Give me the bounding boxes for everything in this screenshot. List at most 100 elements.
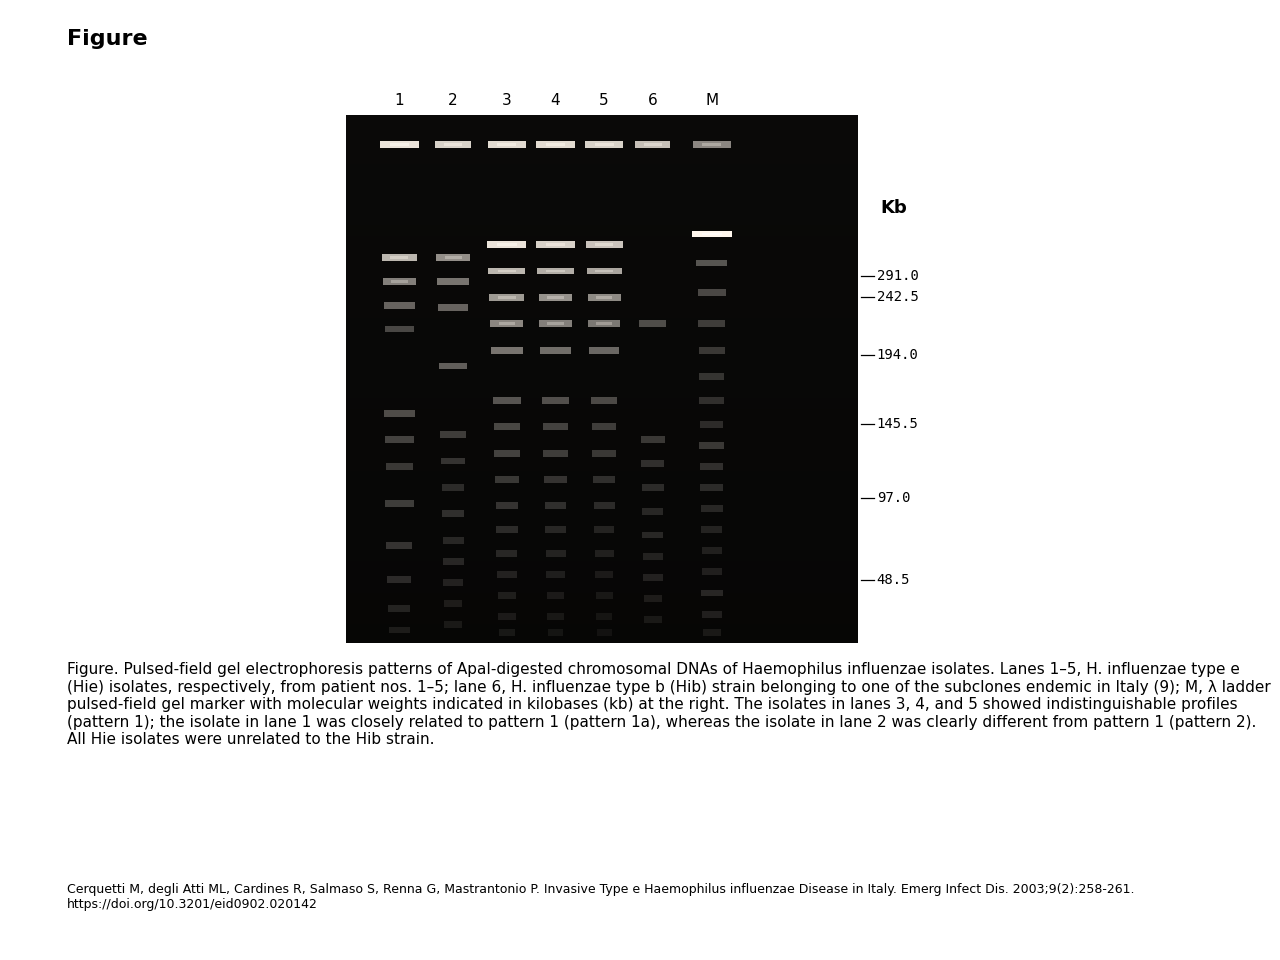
Bar xyxy=(435,141,471,148)
Bar xyxy=(494,423,520,430)
Bar xyxy=(545,526,566,533)
Bar xyxy=(585,141,623,148)
Bar xyxy=(545,502,566,510)
Bar xyxy=(494,449,520,457)
Bar xyxy=(495,476,518,483)
Bar xyxy=(591,396,617,404)
Bar xyxy=(389,606,410,612)
Bar xyxy=(385,437,413,444)
Bar xyxy=(595,571,613,578)
Bar xyxy=(390,143,408,146)
Bar xyxy=(589,321,620,327)
Bar xyxy=(544,476,567,483)
Bar xyxy=(497,526,517,533)
Bar xyxy=(387,542,412,549)
Bar xyxy=(699,347,724,353)
Bar xyxy=(692,141,731,148)
Bar xyxy=(384,301,415,309)
Text: 3: 3 xyxy=(502,92,512,108)
Bar xyxy=(595,550,613,557)
Text: Figure: Figure xyxy=(67,29,147,49)
Bar xyxy=(703,143,721,146)
Bar xyxy=(699,442,724,448)
Bar xyxy=(495,502,518,510)
Bar xyxy=(389,627,410,634)
Bar xyxy=(698,289,726,296)
Bar xyxy=(536,141,575,148)
Bar xyxy=(388,576,411,584)
Bar xyxy=(443,579,463,586)
Bar xyxy=(547,270,564,273)
Bar xyxy=(385,500,413,507)
Bar xyxy=(635,141,671,148)
Bar xyxy=(548,629,563,636)
Bar xyxy=(547,296,564,299)
Bar xyxy=(438,304,468,311)
Bar xyxy=(696,259,727,267)
Text: 1: 1 xyxy=(394,92,404,108)
Bar xyxy=(644,616,662,623)
Bar xyxy=(493,396,521,404)
Bar xyxy=(594,526,614,533)
Bar xyxy=(536,241,575,248)
Bar xyxy=(595,270,613,273)
Bar xyxy=(497,243,517,246)
Bar xyxy=(596,296,612,299)
Bar xyxy=(586,268,622,275)
Bar xyxy=(489,268,525,275)
Bar xyxy=(539,321,572,327)
Bar xyxy=(639,321,667,327)
Bar xyxy=(488,141,526,148)
Bar xyxy=(490,321,524,327)
Bar xyxy=(498,270,516,273)
Bar xyxy=(492,347,522,353)
Bar xyxy=(698,321,726,327)
Bar xyxy=(547,243,564,246)
Bar xyxy=(589,347,620,353)
Bar xyxy=(497,550,517,557)
Bar xyxy=(543,423,568,430)
Bar xyxy=(596,323,612,325)
Bar xyxy=(444,143,462,146)
Bar xyxy=(380,141,419,148)
Bar xyxy=(548,613,563,620)
Bar xyxy=(588,294,621,300)
Bar xyxy=(701,505,722,512)
Text: 145.5: 145.5 xyxy=(877,417,919,431)
Bar xyxy=(390,256,408,259)
Bar xyxy=(444,256,462,259)
Bar xyxy=(438,278,468,285)
Bar xyxy=(643,574,663,581)
Bar xyxy=(540,347,571,353)
Bar xyxy=(595,243,613,246)
Bar xyxy=(700,484,723,491)
Bar xyxy=(384,410,415,417)
Bar xyxy=(700,420,723,427)
Bar xyxy=(498,143,516,146)
Bar xyxy=(443,537,463,543)
Bar xyxy=(489,294,525,300)
Text: 4: 4 xyxy=(550,92,561,108)
Bar xyxy=(643,508,663,515)
Bar xyxy=(700,463,723,469)
Bar xyxy=(385,463,413,469)
Bar xyxy=(442,484,465,491)
Bar xyxy=(593,476,616,483)
Text: Kb: Kb xyxy=(881,199,908,217)
Text: M: M xyxy=(705,92,718,108)
Bar xyxy=(641,460,664,468)
Bar xyxy=(498,592,516,599)
Bar xyxy=(539,294,572,300)
Bar xyxy=(541,396,570,404)
Bar xyxy=(444,621,462,628)
Text: 242.5: 242.5 xyxy=(877,290,919,304)
Bar xyxy=(596,629,612,636)
Text: 97.0: 97.0 xyxy=(877,491,910,505)
Bar xyxy=(383,278,416,285)
Bar xyxy=(593,449,616,457)
Text: Cerquetti M, degli Atti ML, Cardines R, Salmaso S, Renna G, Mastrantonio P. Inva: Cerquetti M, degli Atti ML, Cardines R, … xyxy=(67,883,1134,911)
Bar xyxy=(699,373,724,380)
Text: 291.0: 291.0 xyxy=(877,269,919,283)
Bar xyxy=(547,143,564,146)
Bar xyxy=(594,502,614,510)
